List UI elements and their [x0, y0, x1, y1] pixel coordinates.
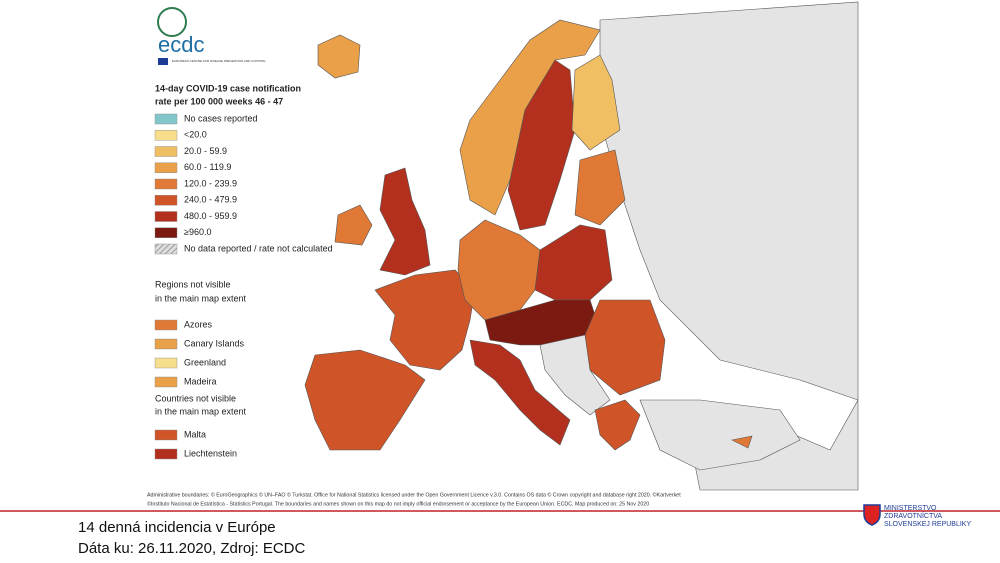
- legend-label: Greenland: [184, 357, 226, 367]
- legend-swatch: [154, 243, 178, 255]
- logo-subtext: EUROPEAN CENTRE FOR DISEASE PREVENTION A…: [172, 59, 266, 63]
- legend-title: 14-day COVID-19 case notification: [155, 83, 301, 93]
- non-eu-land: [639, 399, 801, 471]
- iceland: [317, 34, 361, 79]
- legend-swatch: [154, 146, 178, 157]
- legend-label: ≥960.0: [184, 227, 211, 237]
- uk: [379, 167, 431, 276]
- iberia: [304, 349, 426, 451]
- legend-label: Madeira: [184, 376, 217, 386]
- legend-swatch: [154, 195, 178, 206]
- finland: [571, 54, 621, 151]
- legend-swatch: [154, 357, 178, 369]
- ministry-text: ZDRAVOTNÍCTVA: [884, 511, 942, 520]
- cyprus: [731, 435, 753, 449]
- legend-swatch: [154, 130, 178, 141]
- logo-text: ecdc: [158, 32, 204, 57]
- sweden: [507, 59, 576, 231]
- legend-swatch: [154, 211, 178, 222]
- france: [374, 269, 476, 371]
- legend-label: Canary Islands: [184, 338, 245, 348]
- legend-swatch: [154, 113, 178, 125]
- legend-label: <20.0: [184, 130, 207, 140]
- legend-title: rate per 100 000 weeks 46 - 47: [155, 96, 283, 106]
- shield: [863, 504, 881, 526]
- legend-heading: in the main map extent: [155, 293, 247, 303]
- footnote: ©Instituto Nacional de Estatística - Sta…: [147, 500, 649, 507]
- legend-swatch: [154, 162, 178, 173]
- ministry-text: MINISTERSTVO: [884, 505, 937, 512]
- ireland: [334, 204, 373, 246]
- ministry-logo: MINISTERSTVO ZDRAVOTNÍCTVA SLOVENSKEJ RE…: [863, 504, 971, 528]
- ecdc-logo: ecdc EUROPEAN CENTRE FOR DISEASE PREVENT…: [157, 7, 266, 65]
- poland: [534, 224, 613, 301]
- legend-label: Malta: [184, 429, 206, 439]
- caption: Dáta ku: 26.11.2020, Zdroj: ECDC: [78, 540, 306, 557]
- legend-heading: in the main map extent: [155, 406, 247, 416]
- legend-swatch: [154, 227, 178, 238]
- legend-label: Liechtenstein: [184, 448, 237, 458]
- caption: 14 denná incidencia v Európe: [78, 519, 276, 536]
- balkans: [539, 334, 611, 416]
- legend-label: No data reported / rate not calculated: [184, 243, 333, 253]
- legend-label: 480.0 - 959.9: [184, 211, 237, 221]
- italy: [469, 339, 571, 446]
- benelux-germany-denmark: [457, 219, 541, 321]
- map: [143, 1, 859, 491]
- legend-heading: Regions not visible: [155, 279, 231, 289]
- legend-swatch: [154, 319, 178, 331]
- legend-label: 240.0 - 479.9: [184, 195, 237, 205]
- legend-swatch: [154, 448, 178, 460]
- legend-heading: Countries not visible: [155, 393, 236, 403]
- legend-swatch: [154, 429, 178, 441]
- legend-label: 120.0 - 239.9: [184, 178, 237, 188]
- legend-label: 60.0 - 119.9: [184, 162, 231, 172]
- legend-label: 20.0 - 59.9: [184, 146, 227, 156]
- non-eu-land: [599, 1, 859, 491]
- footnote: Administrative boundaries: © EuroGeograp…: [147, 491, 681, 498]
- legend: 14-day COVID-19 case notification rate p…: [154, 83, 333, 460]
- ministry-text: SLOVENSKEJ REPUBLIKY: [884, 521, 971, 528]
- logo-globe: [157, 7, 187, 37]
- legend-swatch: [154, 376, 178, 388]
- legend-swatch: [154, 338, 178, 350]
- eu-flag: [158, 58, 168, 65]
- greece: [594, 399, 641, 451]
- legend-label: No cases reported: [184, 113, 258, 123]
- baltics: [574, 149, 626, 226]
- legend-label: Azores: [184, 319, 213, 329]
- legend-swatch: [154, 178, 178, 190]
